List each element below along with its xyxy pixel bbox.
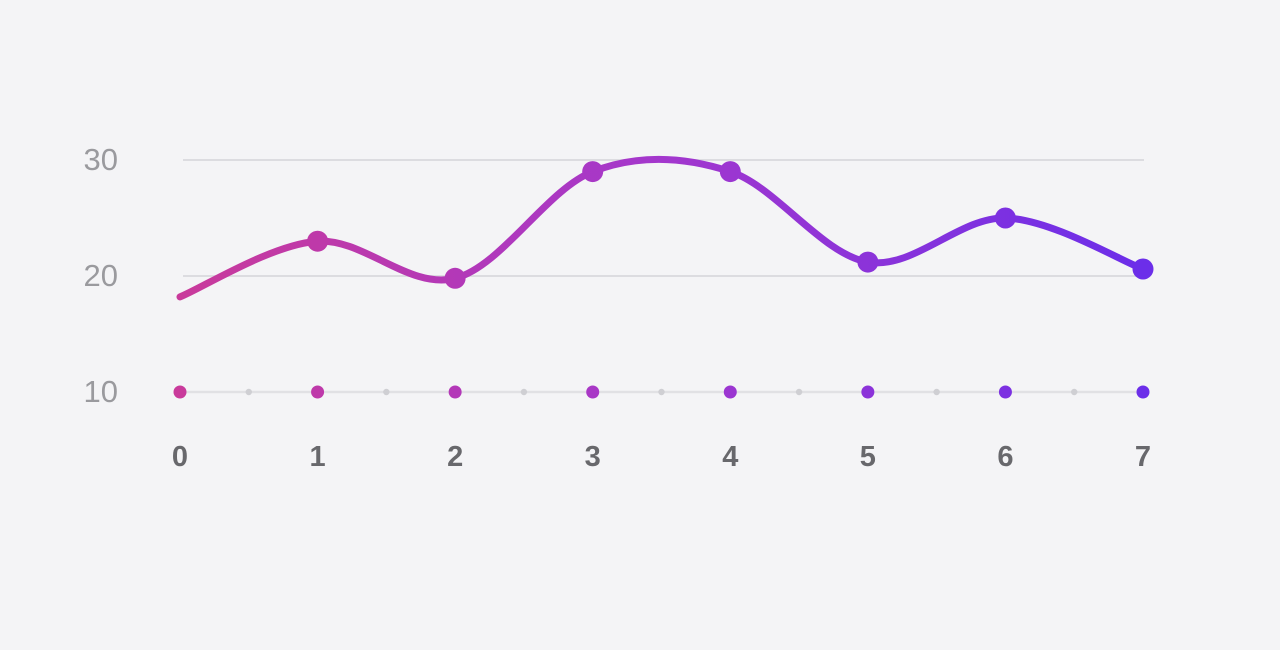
x-axis-tick-label: 0 [172, 441, 188, 473]
y-axis-tick-label: 20 [84, 258, 118, 293]
y-axis-tick-label: 30 [84, 142, 118, 177]
x-axis-tick-label: 7 [1135, 441, 1151, 473]
x-axis-tick-label: 1 [310, 441, 326, 473]
axis-minor-dot [795, 388, 803, 396]
baseline-point[interactable] [586, 385, 600, 399]
axis-minor-dot [245, 388, 252, 396]
axis-minor-dot [658, 388, 665, 396]
x-axis-tick-label: 2 [447, 441, 463, 473]
x-axis-tick-label: 6 [997, 441, 1013, 473]
baseline-point[interactable] [998, 385, 1012, 399]
y-axis-tick-label: 10 [84, 374, 118, 409]
baseline-point[interactable] [861, 385, 875, 399]
series-point[interactable] [444, 267, 466, 289]
series-point[interactable] [994, 207, 1016, 229]
baseline-point[interactable] [1136, 385, 1150, 399]
baseline-point[interactable] [448, 385, 462, 399]
axis-minor-dot [520, 388, 528, 396]
axis-minor-dot [383, 388, 390, 396]
x-axis-tick-label: 3 [585, 441, 601, 473]
x-axis-tick-label: 4 [722, 441, 738, 473]
axis-minor-dot [933, 388, 940, 396]
baseline-point[interactable] [723, 385, 737, 399]
baseline-point[interactable] [311, 385, 325, 399]
series-line [176, 155, 1147, 301]
series-point[interactable] [582, 161, 604, 183]
series-point[interactable] [1132, 258, 1154, 280]
baseline-point[interactable] [173, 385, 187, 399]
series-point[interactable] [857, 251, 879, 273]
x-axis-tick-label: 5 [860, 441, 876, 473]
series-point[interactable] [307, 230, 329, 252]
series-point[interactable] [719, 161, 741, 183]
axis-minor-dot [1071, 388, 1078, 396]
